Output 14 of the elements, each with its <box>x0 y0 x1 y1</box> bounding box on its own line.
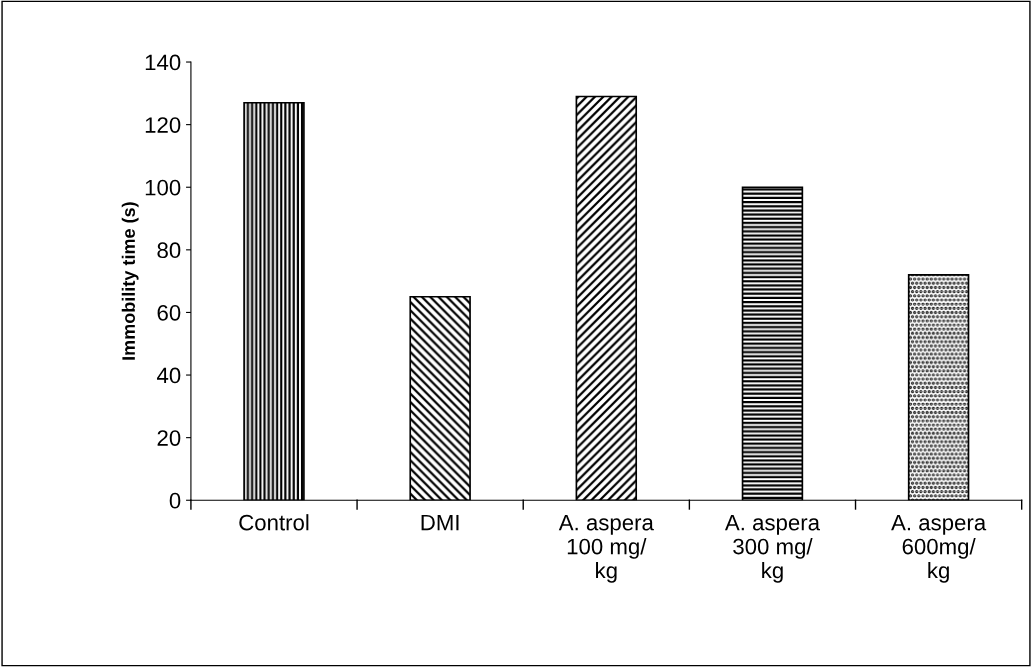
x-tick-label: A. aspera 600mg/ kg <box>891 514 987 583</box>
y-tick-label: 100 <box>145 179 181 196</box>
y-tick-label: 60 <box>157 304 181 321</box>
x-tick-label: A. aspera 300 mg/ kg <box>724 514 821 583</box>
x-tick-label: DMI <box>421 514 459 531</box>
y-tick-label: 20 <box>157 430 181 446</box>
y-tick-label: 140 <box>145 54 181 71</box>
y-tick-label: 0 <box>169 492 181 509</box>
y-tick-label: 120 <box>145 117 181 133</box>
y-tick-label: 80 <box>157 242 181 259</box>
y-axis-title: Immobility time (s) <box>121 202 139 360</box>
x-tick-label: Control <box>239 514 309 531</box>
x-tick-label: A. aspera 100 mg/ kg <box>558 514 654 583</box>
y-tick-label: 40 <box>156 367 181 384</box>
